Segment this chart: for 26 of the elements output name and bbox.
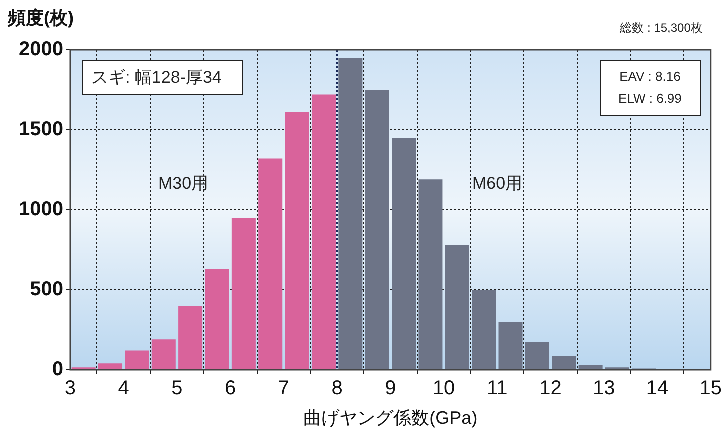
x-tick-label: 4 bbox=[118, 378, 130, 400]
y-tick-label: 500 bbox=[30, 278, 64, 301]
y-tick-label: 0 bbox=[52, 358, 64, 381]
annotation: M60用 bbox=[472, 173, 523, 195]
x-tick-label: 5 bbox=[172, 378, 183, 400]
x-tick-label: 3 bbox=[64, 378, 76, 400]
x-tick-label: 6 bbox=[225, 378, 236, 400]
y-tick-label: 1000 bbox=[18, 198, 64, 221]
annotation: スギ: 幅128-厚34 bbox=[91, 67, 222, 89]
x-tick-label: 13 bbox=[593, 378, 616, 400]
x-tick-label: 9 bbox=[385, 378, 396, 400]
x-tick-label: 7 bbox=[278, 378, 290, 400]
x-tick-label: 15 bbox=[700, 378, 722, 400]
x-tick-label: 8 bbox=[332, 378, 343, 400]
x-tick-label: 11 bbox=[487, 378, 508, 400]
x-tick-label: 10 bbox=[432, 378, 456, 400]
annotation: EAV : 8.16 bbox=[618, 68, 682, 86]
annotation: M30用 bbox=[158, 173, 209, 195]
y-tick-label: 2000 bbox=[18, 38, 64, 61]
y-axis-title: 頻度(枚) bbox=[7, 8, 74, 28]
annotation: ELW : 6.99 bbox=[618, 90, 682, 108]
text: 総数 : 15,300枚 bbox=[620, 20, 703, 37]
x-axis-title: 曲げヤング係数(GPa) bbox=[304, 408, 478, 428]
y-tick-label: 1500 bbox=[18, 118, 64, 141]
x-tick-label: 12 bbox=[540, 378, 562, 400]
x-tick-label: 14 bbox=[646, 378, 669, 400]
